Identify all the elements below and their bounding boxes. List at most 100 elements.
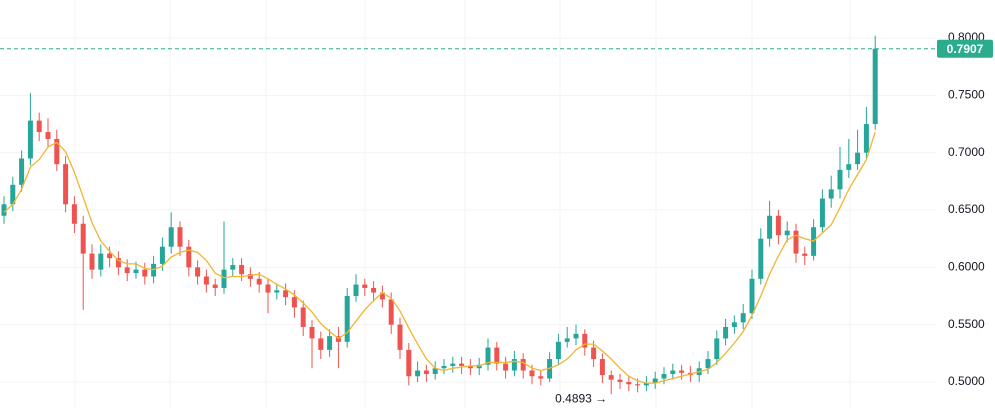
candle-body <box>635 384 641 386</box>
candle-body <box>203 276 209 285</box>
candle-body <box>450 363 456 366</box>
candle-body <box>230 265 236 270</box>
candle-body <box>353 284 359 296</box>
candle-body <box>661 373 667 379</box>
candle-body <box>573 333 579 339</box>
candle-body <box>256 278 262 285</box>
candle-body <box>758 238 764 279</box>
candle-body <box>362 284 368 288</box>
candle-body <box>485 347 491 365</box>
candle-body <box>221 269 227 288</box>
candle-body <box>564 338 570 342</box>
y-tick-label: 0.5000 <box>948 374 985 388</box>
candle-body <box>802 253 808 256</box>
candle-body <box>538 376 544 379</box>
candle-body <box>388 299 394 325</box>
candle-body <box>784 230 790 236</box>
candle-body <box>837 169 843 190</box>
candle-body <box>432 368 438 374</box>
candle-body <box>406 349 412 377</box>
candle-body <box>45 132 51 139</box>
candle-body <box>133 269 139 274</box>
candle-body <box>855 152 861 165</box>
candle-body <box>626 381 632 385</box>
candle-body <box>265 284 271 293</box>
candle-body <box>679 370 685 373</box>
candle-body <box>749 278 755 314</box>
candle-body <box>599 359 605 376</box>
candle-body <box>327 336 333 350</box>
candle-body <box>63 164 69 205</box>
candle-body <box>283 290 289 298</box>
candle-body <box>731 322 737 327</box>
candle-body <box>71 204 77 224</box>
candle-body <box>819 198 825 228</box>
candle-body <box>344 295 350 342</box>
candle-body <box>617 379 623 382</box>
candle-body <box>247 274 253 279</box>
candle-body <box>423 370 429 374</box>
candle-body <box>705 359 711 369</box>
candle-body <box>89 253 95 270</box>
candles <box>1 35 878 395</box>
moving-average-line <box>3 131 876 384</box>
candle-body <box>591 347 597 360</box>
candle-body <box>19 158 25 185</box>
candle-body <box>379 292 385 300</box>
y-tick-label: 0.7500 <box>948 88 985 102</box>
candle-body <box>441 365 447 369</box>
candle-body <box>503 363 509 371</box>
candle-body <box>846 164 852 170</box>
candle-body <box>723 326 729 339</box>
candle-body <box>318 338 324 350</box>
candle-body <box>239 265 245 275</box>
candle-body <box>582 333 588 348</box>
candle-body <box>54 138 60 165</box>
candle-body <box>652 378 658 384</box>
candle-body <box>195 267 201 277</box>
candle-body <box>177 227 183 247</box>
low-annotation: 0.4893 → <box>555 391 607 405</box>
y-tick-label: 0.5500 <box>948 317 985 331</box>
candle-body <box>212 284 218 288</box>
candle-body <box>1 204 7 216</box>
last-price-tag <box>937 39 993 58</box>
candle-body <box>714 338 720 360</box>
candle-body <box>555 341 561 360</box>
candle-body <box>459 363 465 366</box>
y-tick-label: 0.6000 <box>948 260 985 274</box>
candle-body <box>643 383 649 386</box>
candle-body <box>828 189 834 199</box>
candle-body <box>529 370 535 377</box>
y-tick-label: 0.7000 <box>948 145 985 159</box>
candle-body <box>467 365 473 369</box>
candle-body <box>371 287 377 293</box>
candle-body <box>767 215 773 239</box>
candle-body <box>309 326 315 339</box>
candle-body <box>740 313 746 323</box>
candle-body <box>80 223 86 254</box>
candle-body <box>10 184 16 205</box>
candle-body <box>608 375 614 380</box>
candle-body <box>300 307 306 327</box>
candle-body <box>142 269 148 277</box>
candle-body <box>274 290 280 293</box>
candle-body <box>670 370 676 374</box>
last-price-label: 0.7907 <box>947 42 984 56</box>
candle-body <box>863 124 869 153</box>
candle-body <box>168 227 174 247</box>
y-tick-label: 0.6500 <box>948 202 985 216</box>
candle-body <box>291 297 297 308</box>
candle-body <box>27 120 33 159</box>
candle-body <box>115 258 121 268</box>
candle-body <box>186 246 192 268</box>
vertical-grid <box>74 0 851 408</box>
candle-body <box>520 359 526 371</box>
candle-body <box>775 215 781 236</box>
candle-body <box>511 359 517 371</box>
candle-body <box>494 347 500 364</box>
candle-body <box>415 370 421 377</box>
candle-body <box>872 48 878 125</box>
